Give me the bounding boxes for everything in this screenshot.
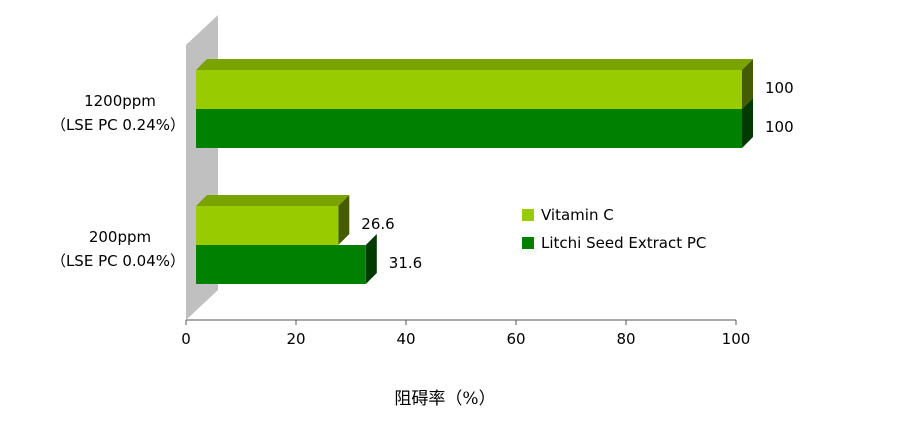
category-sublabel: （LSE PC 0.04%） [51,252,185,270]
data-label: 26.6 [361,215,394,233]
x-axis-label: 阻碍率（%） [394,389,495,409]
legend: Vitamin C Litchi Seed Extract PC [522,206,706,252]
bar-front-face [196,245,366,284]
x-tick-label: 100 [722,330,751,348]
legend-swatch [522,209,534,221]
category-labels: 1200ppm （LSE PC 0.24%） 200ppm （LSE PC 0.04%… [51,92,185,270]
category-label: 1200ppm [84,92,156,110]
bar-front-face [196,70,742,109]
category-sublabel: （LSE PC 0.24%） [51,116,185,134]
bar: 100 [196,59,794,109]
x-tick-label: 0 [181,330,191,348]
legend-label: Vitamin C [541,206,614,224]
x-tick-label: 20 [286,330,305,348]
bar-top-face [196,59,753,70]
data-label: 100 [765,118,794,136]
legend-label: Litchi Seed Extract PC [541,234,706,252]
bar-front-face [196,109,742,148]
bar: 100 [196,98,794,148]
category-label: 200ppm [89,228,151,246]
x-axis-ticks: 0 20 40 60 80 100 [181,320,750,348]
bar-side-face [338,195,350,245]
bar-side-face [365,234,377,284]
bar-top-face [196,195,350,206]
bar: 31.6 [196,234,422,284]
data-label: 100 [765,79,794,97]
legend-swatch [522,237,534,249]
bars: 100 100 26.6 31.6 [196,59,794,284]
x-tick-label: 40 [396,330,415,348]
bar: 26.6 [196,195,395,245]
x-tick-label: 60 [506,330,525,348]
x-tick-label: 80 [616,330,635,348]
data-label: 31.6 [389,254,422,272]
bar-side-face [742,59,753,109]
bar-front-face [196,206,339,245]
bar-side-face [742,98,753,148]
